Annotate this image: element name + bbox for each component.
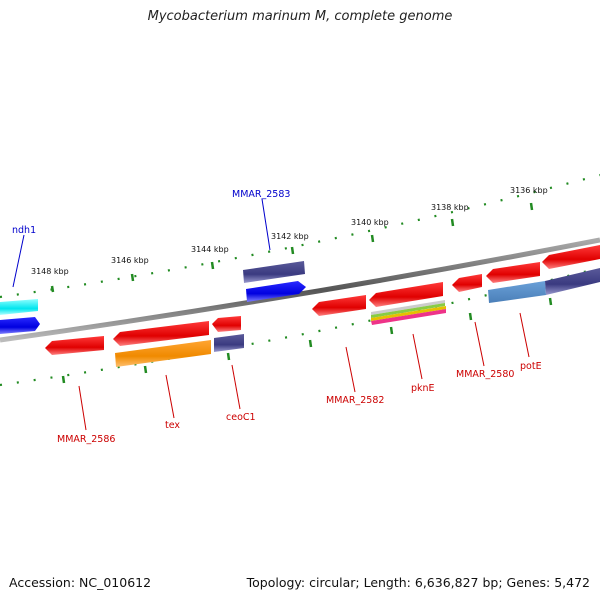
gene-label-ceoc1[interactable]: ceoC1 bbox=[226, 412, 256, 423]
gene-label-mmar2580-group[interactable]: MMAR_2580 bbox=[456, 321, 514, 380]
gene-label-ceoc1-group[interactable]: ceoC1 bbox=[226, 364, 256, 423]
gene-label-ndh1-group[interactable]: ndh1 bbox=[12, 225, 36, 288]
gene-ceoc1-red-arrow bbox=[212, 316, 241, 332]
outer-major-ticks bbox=[50, 202, 534, 293]
gene-tex-arrow bbox=[115, 340, 211, 367]
gene-label-mmar2583-group[interactable]: MMAR_2583 bbox=[232, 189, 290, 251]
gene-label-pote-group[interactable]: potE bbox=[519, 312, 542, 372]
gene-ndh1-adjacent-arrow bbox=[0, 317, 40, 334]
gene-steel-arrow bbox=[488, 281, 546, 303]
gene-tex-red-arrow bbox=[113, 321, 209, 346]
gene-pkne-red-arrow bbox=[369, 282, 443, 307]
gene-label-mmar2582[interactable]: MMAR_2582 bbox=[326, 395, 384, 406]
gene-pote-red-arrow bbox=[486, 262, 540, 283]
tick-label-3142: 3142 kbp bbox=[271, 232, 309, 241]
tick-label-3140: 3140 kbp bbox=[351, 218, 389, 227]
gene-label-mmar2582-group[interactable]: MMAR_2582 bbox=[326, 346, 384, 406]
gene-label-mmar2583[interactable]: MMAR_2583 bbox=[232, 189, 290, 200]
tick-label-3148: 3148 kbp bbox=[31, 267, 69, 276]
gene-navy-right-arrow bbox=[545, 268, 600, 295]
gene-mmar2583-arrow bbox=[243, 261, 305, 283]
gene-ndh1-arrow bbox=[0, 299, 38, 315]
accession-label: Accession: NC_010612 bbox=[9, 575, 152, 590]
gene-label-mmar2586[interactable]: MMAR_2586 bbox=[57, 434, 115, 445]
genome-backbone bbox=[0, 237, 600, 343]
gene-label-mmar2586-group[interactable]: MMAR_2586 bbox=[57, 385, 115, 445]
tick-label-3136: 3136 kbp bbox=[510, 186, 548, 195]
gene-label-mmar2580[interactable]: MMAR_2580 bbox=[456, 369, 514, 380]
gene-label-ndh1[interactable]: ndh1 bbox=[12, 225, 36, 236]
tick-label-3146: 3146 kbp bbox=[111, 256, 149, 265]
gene-mmar2582-arrow bbox=[312, 295, 366, 316]
gene-label-tex[interactable]: tex bbox=[165, 420, 180, 431]
gene-pote-right-arrow bbox=[542, 245, 600, 269]
gene-label-pkne[interactable]: pknE bbox=[411, 383, 435, 394]
tick-label-3144: 3144 kbp bbox=[191, 245, 229, 254]
gene-label-pkne-group[interactable]: pknE bbox=[411, 333, 435, 394]
genome-summary-label: Topology: circular; Length: 6,636,827 bp… bbox=[246, 575, 590, 590]
gene-label-tex-group[interactable]: tex bbox=[165, 374, 180, 431]
gene-mmar2580-arrow bbox=[452, 274, 482, 292]
gene-pkne-arrow bbox=[371, 300, 446, 325]
gene-ceoc1-arrow bbox=[214, 334, 244, 352]
gene-label-pote[interactable]: potE bbox=[520, 361, 542, 372]
map-title: Mycobacterium marinum M, complete genome bbox=[147, 9, 453, 24]
gene-mmar2583-fwd-arrow bbox=[246, 281, 306, 302]
inner-major-ticks bbox=[61, 297, 553, 384]
gene-mmar2586-arrow bbox=[45, 336, 104, 355]
tick-label-3138: 3138 kbp bbox=[431, 203, 469, 212]
